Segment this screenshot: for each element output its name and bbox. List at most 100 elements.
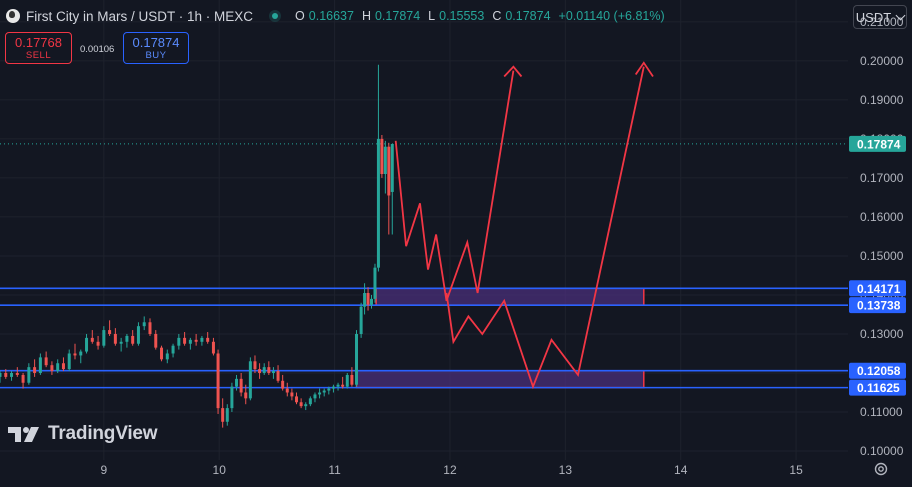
currency-label: USDT: [855, 9, 892, 25]
sell-button[interactable]: 0.17768 SELL: [5, 32, 72, 64]
gear-icon[interactable]: [872, 460, 890, 478]
candle-body: [108, 330, 112, 334]
candle-body: [239, 378, 243, 393]
currency-selector[interactable]: USDT: [853, 5, 907, 29]
time-tick-label: 10: [213, 463, 227, 477]
time-tick-label: 9: [100, 463, 107, 477]
demand-zones: [355, 287, 645, 389]
last-price-label: 0.17874: [857, 137, 901, 151]
price-tick-label: 0.15000: [860, 249, 904, 263]
ohlc-high-value: 0.17874: [374, 9, 421, 23]
candle-body: [125, 335, 129, 342]
candle-body: [373, 267, 377, 299]
coin-icon[interactable]: [6, 9, 20, 23]
candle-body: [160, 347, 164, 360]
candle-body: [276, 371, 280, 381]
demand-zone: [375, 287, 645, 306]
candle-body: [383, 146, 387, 175]
candle-body: [154, 333, 158, 348]
candle-body: [15, 372, 19, 375]
last-price-badge: [849, 135, 906, 152]
candle-body: [253, 361, 257, 370]
symbol-title[interactable]: First City in Mars / USDT · 1h · MEXC: [26, 8, 254, 24]
candle-body: [221, 408, 225, 422]
candle-body: [27, 367, 31, 383]
candle-body: [230, 386, 234, 409]
candle-body: [248, 361, 252, 399]
ohlc-change: +0.01140 (+6.81%): [558, 9, 665, 23]
tradingview-logo[interactable]: TradingView: [8, 423, 158, 445]
projection-path-a: [394, 70, 515, 302]
candle-body: [165, 353, 169, 360]
candle-body: [313, 394, 317, 399]
price-tick-label: 0.17000: [860, 171, 904, 185]
price-tick-label: 0.21000: [860, 15, 904, 29]
time-tick-label: 15: [789, 463, 803, 477]
price-tick-label: 0.20000: [860, 54, 904, 68]
candle-body: [350, 374, 354, 385]
price-axis[interactable]: 0.100000.110000.120000.130000.140000.150…: [849, 15, 906, 458]
ohlc-low-value: 0.15553: [439, 9, 485, 23]
candle-body: [102, 330, 106, 346]
candle-body: [336, 384, 340, 387]
time-tick-label: 14: [674, 463, 688, 477]
tradingview-wordmark: TradingView: [48, 423, 158, 444]
candle-body: [225, 408, 229, 422]
candle-body: [258, 369, 262, 373]
candle-body: [113, 333, 117, 344]
candle-body: [216, 353, 220, 409]
candle-body: [211, 341, 215, 354]
level-badge-label: 0.12058: [857, 364, 901, 378]
ohlc-close-key: C: [492, 9, 502, 23]
buy-button[interactable]: 0.17874 BUY: [123, 32, 189, 64]
candle-body: [56, 363, 60, 372]
projection-drawing: [394, 61, 654, 390]
time-axis[interactable]: 9 10 11 12 13 14 15: [100, 463, 803, 477]
price-tick-label: 0.16000: [860, 210, 904, 224]
candle-body: [380, 138, 384, 175]
time-tick-label: 11: [328, 463, 341, 477]
candle-body: [50, 365, 54, 372]
candle-body: [327, 388, 331, 391]
candle-body: [341, 384, 345, 387]
candle-body: [136, 326, 140, 344]
candle-body: [171, 345, 175, 354]
candle-body: [44, 357, 48, 366]
horizontal-levels: [0, 143, 848, 389]
candle-body: [200, 337, 204, 342]
ohlc-values: O 0.16637 H 0.17874 L 0.15553 C 0.17874 +0.0…: [295, 9, 669, 23]
candle-body: [387, 146, 391, 196]
candle-body: [281, 380, 285, 389]
candle-body: [318, 392, 322, 395]
candle-body: [148, 322, 152, 334]
level-badge: [849, 379, 906, 396]
ohlc-high-key: H: [361, 9, 371, 23]
time-tick-label: 12: [443, 463, 457, 477]
candle-body: [370, 298, 374, 305]
candle-body: [308, 398, 312, 405]
sell-price: 0.17768: [15, 35, 62, 50]
arrow-head-b: [634, 61, 654, 78]
price-tick-label: 0.10000: [860, 444, 904, 458]
candle-body: [267, 367, 271, 373]
level-badge-label: 0.14171: [857, 282, 901, 296]
candle-body: [366, 293, 370, 305]
candle-body: [183, 337, 187, 344]
chevron-down-icon: [895, 10, 906, 21]
candle-body: [363, 293, 367, 307]
level-badge-label: 0.11625: [857, 381, 900, 395]
tradingview-logo-icon: [8, 427, 39, 442]
level-badge-label: 0.13738: [857, 299, 901, 313]
buy-label: BUY: [145, 50, 167, 61]
ohlc-low-key: L: [428, 9, 436, 23]
price-tick-label: 0.19000: [860, 93, 904, 107]
candle-body: [295, 396, 299, 403]
candle-body: [188, 339, 192, 344]
level-badge: [849, 362, 906, 379]
candle-body: [85, 337, 89, 352]
price-tick-label: 0.11000: [860, 405, 903, 419]
price-tick-label: 0.13000: [860, 327, 904, 341]
candlestick-series: [0, 64, 394, 428]
